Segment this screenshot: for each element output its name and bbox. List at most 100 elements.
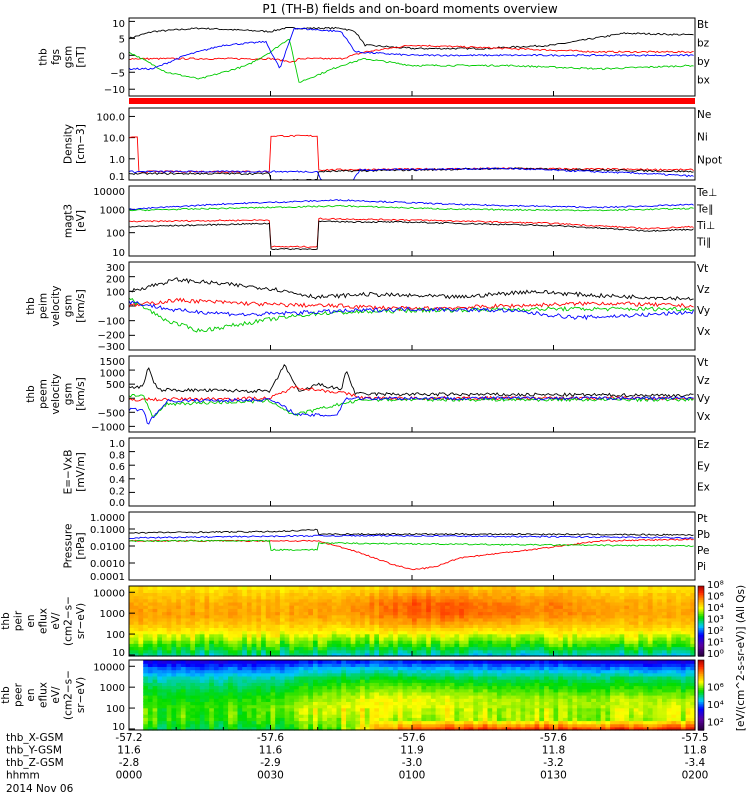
spectrogram-cell bbox=[407, 710, 413, 715]
legend-Ey: Ey bbox=[697, 460, 710, 472]
spectrogram-cell bbox=[275, 640, 281, 644]
spectrogram-cell bbox=[213, 710, 220, 715]
spectrogram-cell bbox=[303, 717, 309, 722]
spectrogram-cell bbox=[426, 688, 432, 693]
spectrogram-cell bbox=[393, 723, 399, 728]
spectrogram-cell bbox=[223, 586, 229, 590]
spectrogram-cell bbox=[261, 598, 267, 603]
spectrogram-cell bbox=[261, 595, 267, 600]
spectrogram-cell bbox=[162, 624, 168, 628]
spectrogram-cell bbox=[270, 646, 276, 651]
spectrogram-cell bbox=[539, 695, 545, 699]
spectrogram-cell bbox=[572, 605, 578, 609]
spectrogram-cell bbox=[152, 717, 158, 722]
spectrogram-cell bbox=[581, 621, 588, 625]
spectrogram-cell bbox=[539, 691, 545, 696]
spectrogram-cell bbox=[171, 592, 177, 597]
spectrogram-cell bbox=[440, 660, 446, 664]
spectrogram-cell bbox=[412, 598, 418, 603]
spectrogram-cell bbox=[171, 710, 177, 715]
spectrogram-cell bbox=[515, 717, 522, 722]
spectrogram-cell bbox=[350, 652, 356, 657]
spectrogram-cell bbox=[671, 595, 677, 600]
spectrogram-cell bbox=[360, 675, 366, 680]
spectrogram-cell bbox=[407, 707, 413, 712]
spectrogram-cell bbox=[633, 617, 639, 622]
spectrogram-cell bbox=[676, 636, 682, 641]
spectrogram-cell bbox=[397, 669, 404, 674]
spectrogram-cell bbox=[364, 660, 371, 664]
spectrogram-cell bbox=[147, 636, 154, 641]
spectrogram-cell bbox=[147, 717, 154, 722]
spectrogram-cell bbox=[133, 601, 139, 606]
spectrogram-cell bbox=[213, 601, 220, 606]
spectrogram-cell bbox=[393, 621, 399, 625]
spectrogram-cell bbox=[360, 624, 366, 628]
spectrogram-cell bbox=[426, 601, 432, 606]
spectrogram-cell bbox=[544, 704, 550, 709]
spectrogram-cell bbox=[265, 589, 272, 593]
spectrogram-cell bbox=[275, 679, 281, 683]
spectrogram-cell bbox=[685, 605, 691, 609]
spectrogram-cell bbox=[449, 679, 455, 683]
spectrogram-cell bbox=[534, 592, 540, 597]
spectrogram-cell bbox=[147, 649, 154, 654]
spectrogram-cell bbox=[350, 660, 356, 664]
spectrogram-cell bbox=[525, 691, 531, 696]
spectrogram-cell bbox=[209, 679, 215, 683]
spectrogram-cell bbox=[638, 611, 644, 616]
spectrogram-cell bbox=[544, 717, 550, 722]
spectrogram-cell bbox=[511, 601, 517, 606]
spectrogram-cell bbox=[581, 630, 588, 635]
spectrogram-cell bbox=[487, 698, 493, 702]
spectrogram-cell bbox=[435, 608, 441, 613]
spectrogram-cell bbox=[572, 714, 578, 718]
spectrogram-cell bbox=[586, 624, 592, 628]
colorbar-cell bbox=[698, 600, 704, 603]
spectrogram-cell bbox=[213, 675, 220, 680]
spectrogram-cell bbox=[591, 726, 597, 731]
spectrogram-cell bbox=[209, 586, 215, 590]
spectrogram-cell bbox=[190, 605, 196, 609]
spectrogram-cell bbox=[313, 663, 319, 667]
spectrogram-cell bbox=[157, 679, 163, 683]
spectrogram-cell bbox=[209, 595, 215, 600]
spectrogram-cell bbox=[331, 630, 338, 635]
spectrogram-cell bbox=[402, 710, 408, 715]
spectrogram-cell bbox=[553, 586, 559, 590]
spectrogram-cell bbox=[430, 672, 437, 677]
spectrogram-cell bbox=[195, 675, 201, 680]
spectrogram-cell bbox=[662, 633, 668, 638]
spectrogram-cell bbox=[228, 605, 234, 609]
spectrogram-cell bbox=[284, 688, 290, 693]
spectrogram-cell bbox=[195, 598, 201, 603]
spectrogram-cell bbox=[185, 636, 191, 641]
spectrogram-cell bbox=[435, 592, 441, 597]
spectrogram-cell bbox=[520, 633, 526, 638]
spectrogram-cell bbox=[369, 688, 375, 693]
spectrogram-cell bbox=[213, 707, 220, 712]
spectrogram-cell bbox=[331, 682, 338, 687]
spectrogram-cell bbox=[355, 630, 361, 635]
spectrogram-cell bbox=[270, 636, 276, 641]
spectrogram-cell bbox=[591, 630, 597, 635]
spectrogram-cell bbox=[544, 672, 550, 677]
spectrogram-cell bbox=[199, 614, 206, 619]
spectrogram-cell bbox=[671, 598, 677, 603]
spectrogram-cell bbox=[440, 663, 446, 667]
spectrogram-cell bbox=[162, 611, 168, 616]
spectrogram-cell bbox=[162, 707, 168, 712]
spectrogram-cell bbox=[199, 717, 206, 722]
spectrogram-cell bbox=[294, 592, 300, 597]
spectrogram-cell bbox=[251, 598, 257, 603]
spectrogram-cell bbox=[232, 611, 239, 616]
spectrogram-cell bbox=[242, 643, 248, 648]
spectrogram-cell bbox=[558, 605, 564, 609]
colorbar-tick-label: 10¹ bbox=[707, 638, 724, 649]
spectrogram-cell bbox=[544, 646, 550, 651]
spectrogram-cell bbox=[454, 672, 460, 677]
spectrogram-cell bbox=[133, 589, 139, 593]
spectrogram-cell bbox=[680, 617, 687, 622]
spectrogram-cell bbox=[586, 592, 592, 597]
spectrogram-cell bbox=[364, 652, 371, 657]
